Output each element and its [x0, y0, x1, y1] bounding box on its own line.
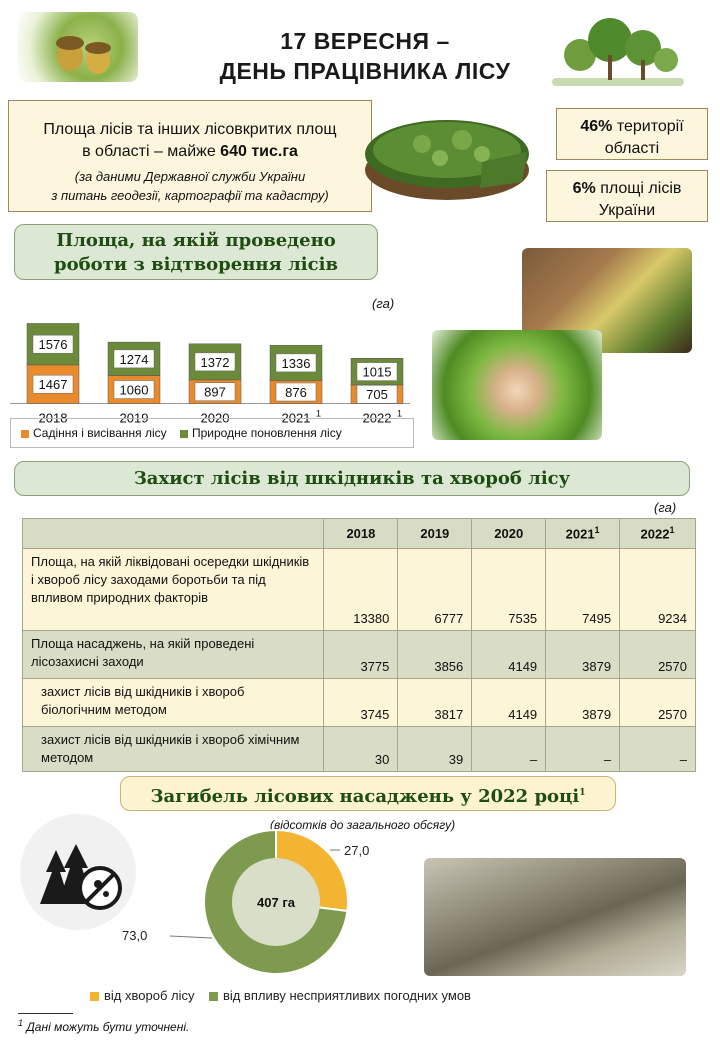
reforestation-banner: Площа, на якій проведено роботи з відтво…	[14, 224, 378, 280]
data-label-disease: 27,0	[344, 843, 369, 858]
forest-area-text: Площа лісів та інших лісовкритих площ	[43, 121, 337, 138]
percent-note: (відсотків до загального обсягу)	[270, 818, 456, 832]
legend-swatch-natural	[179, 429, 188, 438]
ukraine-share-box: 6% площі лісів України	[546, 170, 708, 222]
data-label: 1274	[120, 352, 149, 367]
seedling-hands-photo	[432, 330, 602, 440]
data-label-box	[275, 382, 317, 402]
table-header-row: 2018 2019 2020 20211 20221	[21, 518, 696, 549]
page-title: 17 ВЕРЕСНЯ – ДЕНЬ ПРАЦІВНИКА ЛІСУ	[219, 28, 511, 84]
legend-label-disease: від хвороб лісу	[104, 988, 195, 1003]
data-label: 876	[285, 385, 307, 400]
leader-line-weather	[169, 935, 213, 939]
forest-loss-donut-chart: 407 га 27,0 73,0	[122, 828, 369, 975]
forest-area-value: 640 тис.га	[220, 143, 298, 160]
legend-label-weather: від впливу несприятливих погодних умов	[222, 988, 471, 1003]
data-label-box	[194, 382, 236, 401]
table-row: захист лісів від шкідників і хвороб хімі…	[21, 726, 696, 772]
pest-no-icon	[18, 812, 138, 932]
data-label-box	[194, 352, 236, 372]
footnote: 1 Дані можуть бути уточнені.	[18, 1018, 190, 1034]
pest-protection-banner: Захист лісів від шкідників та хвороб ліс…	[14, 461, 690, 496]
legend-swatch-planting	[21, 429, 29, 438]
legend-swatch-disease	[90, 992, 99, 1002]
data-label-box	[356, 384, 398, 404]
footnote-divider	[18, 1013, 73, 1014]
donut-center-label: 407 га	[257, 895, 296, 910]
header-2020: 2020	[471, 518, 547, 549]
x-tick-superscript: 1	[397, 409, 402, 419]
reforestation-bar-chart: 1467157620181060127420198971372202087613…	[10, 323, 410, 426]
forest-area-source: (за даними Державної служби України з пи…	[51, 169, 329, 203]
legend-label-natural: Природне поновлення лісу	[191, 426, 342, 440]
header-2022: 20221	[619, 518, 696, 549]
data-label: 1467	[39, 377, 68, 392]
damaged-forest-photo	[424, 858, 686, 976]
reforestation-unit: (га)	[372, 296, 395, 311]
forest-area-box: Площа лісів та інших лісовкритих площ в …	[8, 100, 372, 212]
data-label: 705	[366, 387, 388, 402]
donut-hole	[232, 858, 320, 946]
pest-table-unit: (га)	[654, 500, 677, 515]
header-2019: 2019	[397, 518, 473, 549]
data-label: 1576	[39, 337, 68, 352]
data-label-box	[32, 334, 74, 354]
data-label: 1015	[363, 365, 392, 380]
data-label-box	[356, 362, 398, 381]
header-2021: 20211	[545, 518, 621, 549]
data-label: 1060	[120, 383, 149, 398]
forest-area-value-line: в області – майже 640 тис.га	[82, 143, 298, 160]
data-label: 1336	[282, 356, 311, 371]
legend-label-planting: Садіння і висівання лісу	[33, 426, 167, 440]
territory-share-box: 46% території області	[556, 108, 708, 160]
x-tick-superscript: 1	[316, 409, 321, 419]
data-label-box	[275, 353, 317, 373]
data-label-box	[113, 349, 155, 369]
trees-image	[548, 10, 688, 90]
table-row: Площа насаджень, на якій проведені лісоз…	[21, 630, 696, 679]
bar-chart-legend: Садіння і висівання лісу Природне поновл…	[10, 418, 414, 448]
data-label: 1372	[201, 355, 230, 370]
forest-loss-banner: Загибель лісових насаджень у 2022 році1	[120, 776, 616, 811]
forest-disk-image	[352, 92, 542, 212]
header-2018: 2018	[323, 518, 399, 549]
legend-swatch-weather	[208, 992, 218, 1002]
table-row: захист лісів від шкідників і хвороб біол…	[21, 678, 696, 727]
table-row: Площа, на якій ліквідовані осередки шкід…	[21, 548, 696, 631]
data-label-box	[32, 374, 74, 394]
donut-legend: від хвороб лісу від впливу несприятливих…	[90, 988, 471, 1003]
acorn-image	[18, 12, 138, 82]
pest-protection-table: 2018 2019 2020 20211 20221 Площа, на які…	[21, 518, 696, 772]
data-label-box	[113, 380, 155, 399]
data-label: 897	[204, 385, 226, 400]
data-label-weather: 73,0	[122, 928, 147, 943]
